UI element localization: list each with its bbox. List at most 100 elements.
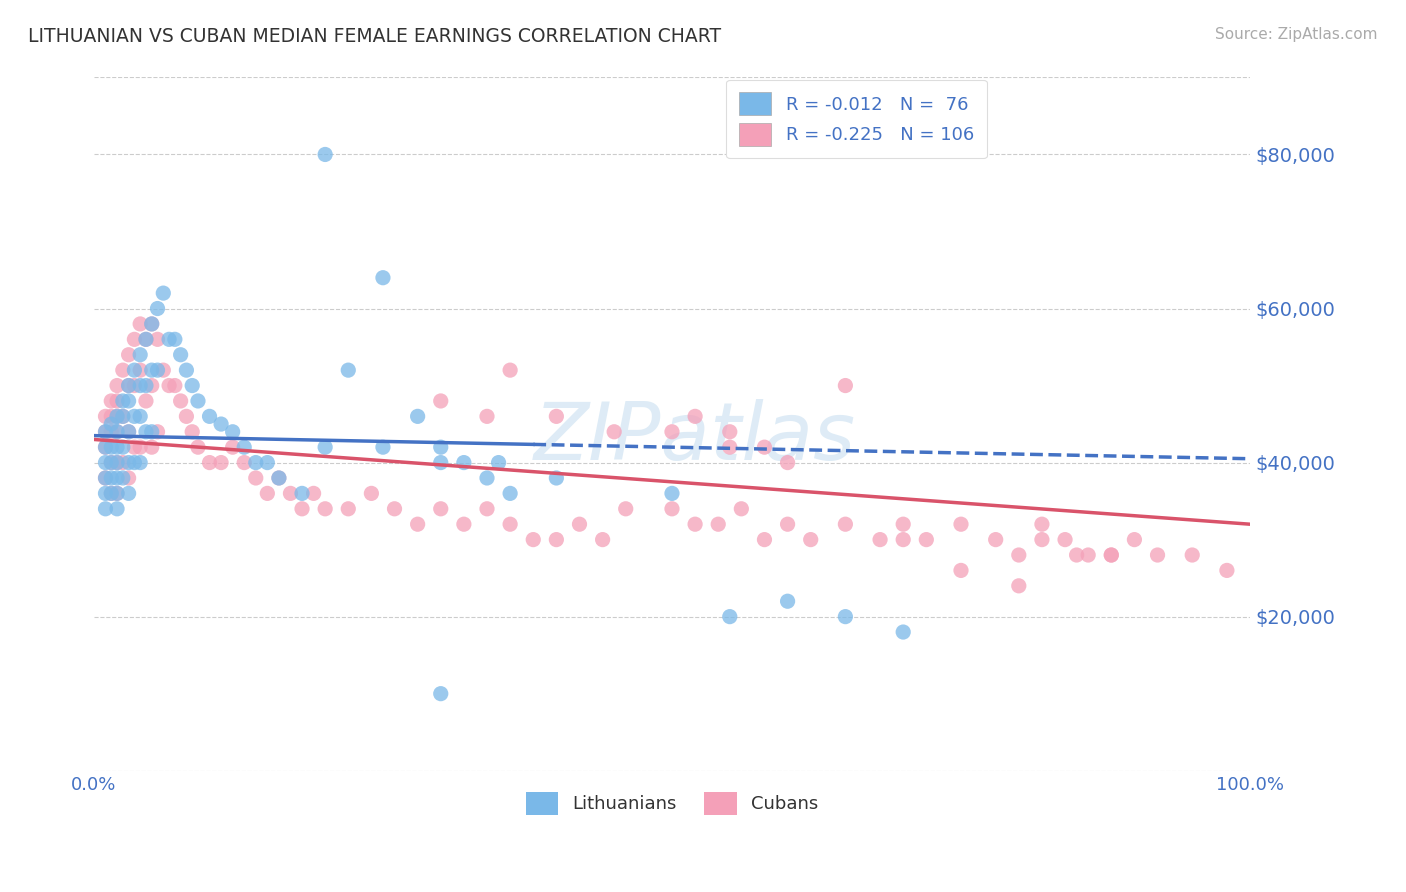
- Point: [100, 394, 122, 409]
- Point: [1146, 548, 1168, 562]
- Point: [111, 409, 134, 424]
- Point: [718, 609, 741, 624]
- Point: [280, 486, 302, 500]
- Point: [730, 501, 752, 516]
- Point: [1123, 533, 1146, 547]
- Point: [94, 440, 117, 454]
- Point: [834, 378, 856, 392]
- Point: [100, 456, 122, 470]
- Point: [135, 378, 157, 392]
- Point: [100, 486, 122, 500]
- Point: [117, 425, 139, 439]
- Point: [488, 456, 510, 470]
- Point: [453, 456, 475, 470]
- Point: [94, 409, 117, 424]
- Point: [129, 378, 152, 392]
- Point: [475, 409, 498, 424]
- Point: [141, 440, 163, 454]
- Point: [94, 471, 117, 485]
- Point: [187, 394, 209, 409]
- Point: [141, 425, 163, 439]
- Point: [146, 425, 169, 439]
- Point: [124, 409, 146, 424]
- Point: [984, 533, 1007, 547]
- Point: [111, 471, 134, 485]
- Text: Source: ZipAtlas.com: Source: ZipAtlas.com: [1215, 27, 1378, 42]
- Point: [117, 378, 139, 392]
- Point: [163, 332, 186, 346]
- Point: [105, 425, 128, 439]
- Point: [169, 348, 191, 362]
- Point: [1099, 548, 1122, 562]
- Point: [141, 317, 163, 331]
- Point: [291, 501, 314, 516]
- Point: [163, 378, 186, 392]
- Point: [834, 517, 856, 532]
- Point: [1054, 533, 1077, 547]
- Point: [256, 456, 278, 470]
- Point: [233, 440, 256, 454]
- Text: ZIPatlas: ZIPatlas: [534, 399, 856, 477]
- Point: [1008, 548, 1031, 562]
- Point: [105, 378, 128, 392]
- Point: [661, 501, 683, 516]
- Point: [661, 425, 683, 439]
- Point: [406, 409, 429, 424]
- Point: [94, 425, 117, 439]
- Point: [568, 517, 591, 532]
- Point: [291, 486, 314, 500]
- Point: [1008, 579, 1031, 593]
- Point: [499, 517, 522, 532]
- Point: [105, 486, 128, 500]
- Point: [105, 409, 128, 424]
- Point: [198, 456, 221, 470]
- Point: [371, 440, 394, 454]
- Point: [683, 409, 706, 424]
- Point: [546, 471, 568, 485]
- Point: [117, 425, 139, 439]
- Point: [891, 533, 914, 547]
- Point: [105, 456, 128, 470]
- Point: [105, 425, 128, 439]
- Point: [124, 363, 146, 377]
- Point: [135, 394, 157, 409]
- Point: [111, 394, 134, 409]
- Point: [105, 409, 128, 424]
- Point: [94, 486, 117, 500]
- Point: [1031, 533, 1053, 547]
- Point: [152, 363, 174, 377]
- Point: [754, 440, 776, 454]
- Point: [245, 456, 267, 470]
- Point: [124, 456, 146, 470]
- Point: [592, 533, 614, 547]
- Point: [181, 425, 204, 439]
- Point: [135, 425, 157, 439]
- Point: [546, 533, 568, 547]
- Point: [314, 501, 336, 516]
- Point: [1031, 517, 1053, 532]
- Point: [146, 363, 169, 377]
- Point: [683, 517, 706, 532]
- Point: [135, 332, 157, 346]
- Point: [117, 348, 139, 362]
- Point: [314, 147, 336, 161]
- Point: [105, 486, 128, 500]
- Point: [117, 394, 139, 409]
- Point: [661, 486, 683, 500]
- Text: LITHUANIAN VS CUBAN MEDIAN FEMALE EARNINGS CORRELATION CHART: LITHUANIAN VS CUBAN MEDIAN FEMALE EARNIN…: [28, 27, 721, 45]
- Point: [891, 517, 914, 532]
- Point: [94, 440, 117, 454]
- Point: [141, 317, 163, 331]
- Point: [522, 533, 544, 547]
- Point: [834, 609, 856, 624]
- Point: [129, 348, 152, 362]
- Point: [776, 456, 799, 470]
- Point: [1181, 548, 1204, 562]
- Point: [776, 517, 799, 532]
- Point: [209, 456, 232, 470]
- Point: [360, 486, 382, 500]
- Point: [233, 456, 256, 470]
- Point: [94, 501, 117, 516]
- Point: [117, 486, 139, 500]
- Point: [157, 378, 180, 392]
